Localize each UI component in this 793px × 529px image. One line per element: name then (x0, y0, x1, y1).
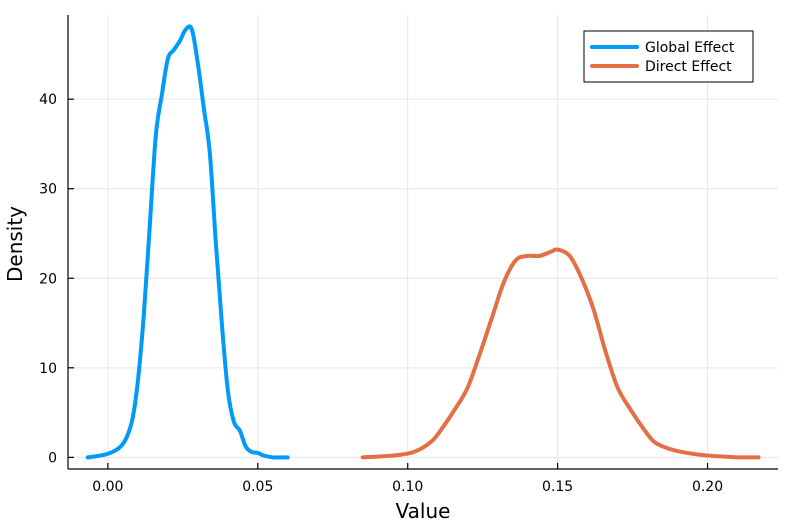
y-tick-label: 20 (39, 271, 57, 287)
tick-marks (68, 98, 709, 469)
x-tick-label: 0.00 (92, 479, 123, 495)
legend-box (583, 30, 754, 83)
y-tick-label: 30 (39, 182, 57, 198)
series-lines (85, 24, 761, 460)
x-axis-title: Value (396, 499, 451, 523)
series-line-global-effect (85, 24, 290, 460)
legend: Global Effect Direct Effect (583, 30, 754, 83)
x-tick-label: 0.05 (242, 479, 273, 495)
x-tick-label: 0.15 (542, 479, 573, 495)
y-tick-label: 10 (39, 361, 57, 377)
y-axis-title: Density (3, 206, 27, 282)
legend-label-global-effect: Global Effect (645, 40, 735, 56)
axes (67, 15, 778, 470)
x-tick-label: 0.20 (692, 479, 723, 495)
grid-lines (68, 15, 778, 469)
tick-labels: 0.00 0.05 0.10 0.15 0.20 0 10 20 30 40 (39, 92, 723, 495)
y-tick-label: 0 (48, 450, 57, 466)
x-tick-label: 0.10 (392, 479, 423, 495)
legend-label-direct-effect: Direct Effect (645, 59, 732, 75)
series-line-direct-effect (360, 247, 761, 460)
y-tick-label: 40 (39, 92, 57, 108)
